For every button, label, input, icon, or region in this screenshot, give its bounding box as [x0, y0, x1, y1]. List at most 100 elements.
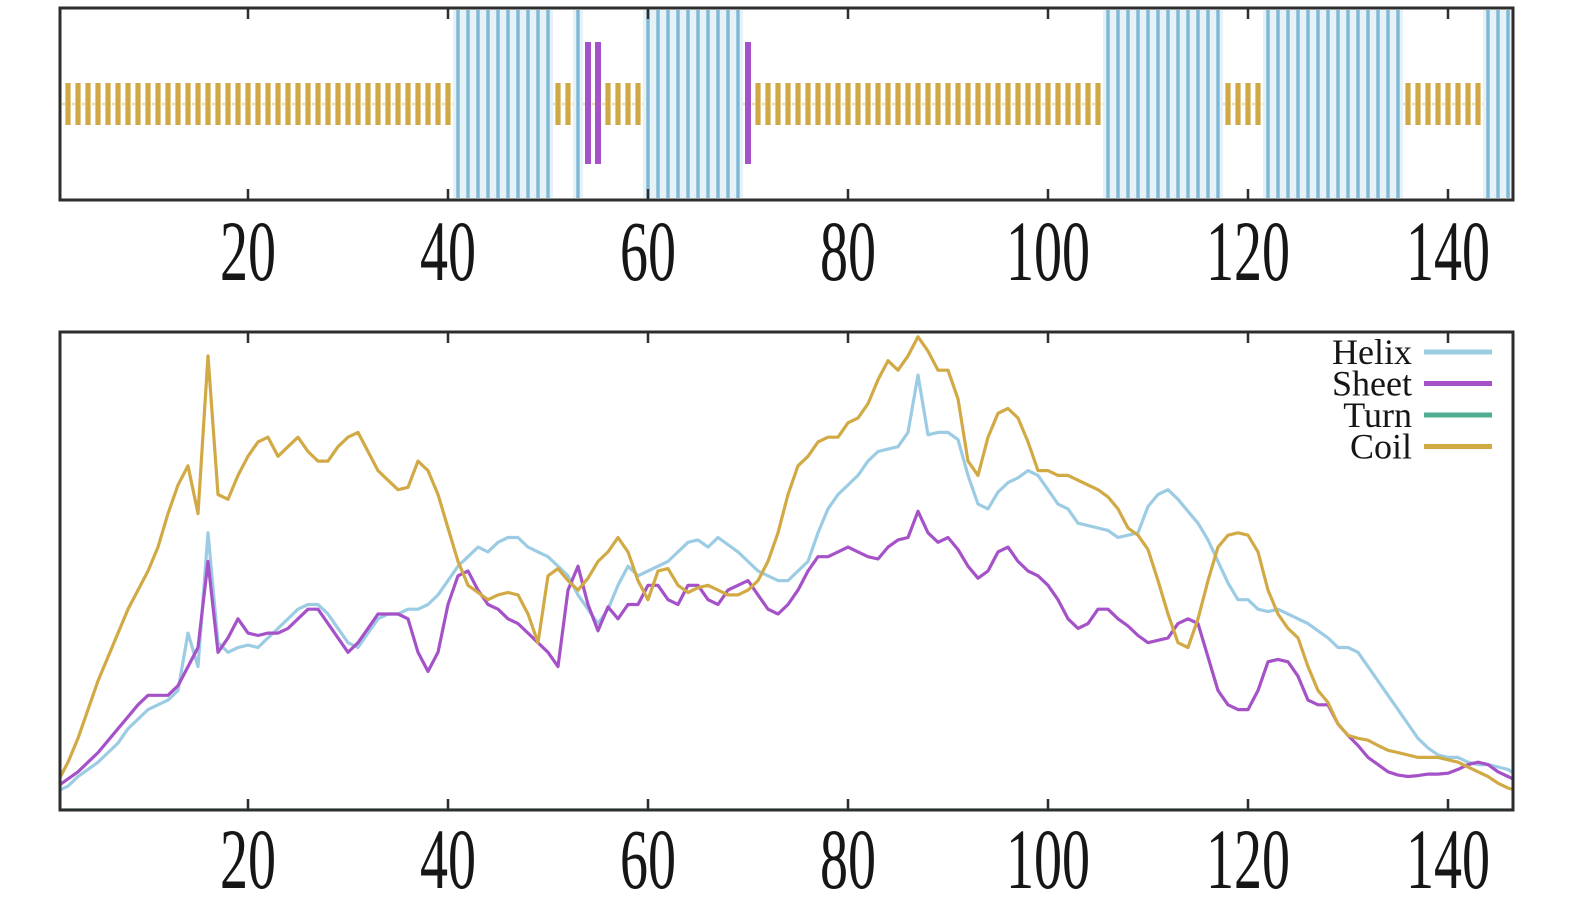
coil-bar	[175, 83, 181, 125]
coil-bar	[1065, 83, 1071, 125]
coil-bar	[1475, 83, 1481, 125]
coil-bar	[955, 83, 961, 125]
coil-bar	[755, 83, 761, 125]
x-tick-label: 80	[820, 811, 876, 903]
coil-bar	[135, 83, 141, 125]
x-tick-label: 120	[1206, 203, 1290, 299]
coil-line	[61, 335, 1512, 791]
coil-bar	[75, 83, 81, 125]
legend-label-turn: Turn	[1343, 395, 1412, 435]
legend-label-sheet: Sheet	[1332, 364, 1412, 404]
coil-bar	[265, 83, 271, 125]
coil-bar	[1255, 83, 1261, 125]
coil-bar	[205, 83, 211, 125]
coil-bar	[1465, 83, 1471, 125]
coil-bar	[435, 83, 441, 125]
coil-bar	[775, 83, 781, 125]
x-tick-label: 100	[1006, 811, 1090, 903]
coil-bar	[215, 83, 221, 125]
coil-bar	[235, 83, 241, 125]
x-tick-label: 20	[220, 811, 276, 903]
coil-bar	[405, 83, 411, 125]
coil-bar	[165, 83, 171, 125]
coil-bar	[885, 83, 891, 125]
coil-bar	[875, 83, 881, 125]
x-tick-label: 140	[1406, 811, 1490, 903]
coil-bar	[855, 83, 861, 125]
coil-bar	[995, 83, 1001, 125]
secondary-structure-track-panel: 20 40 60 80 100 120 140	[58, 6, 1515, 299]
coil-bar	[565, 83, 571, 125]
coil-bar	[195, 83, 201, 125]
coil-bar	[105, 83, 111, 125]
chart-x-ticks	[246, 332, 1450, 810]
coil-bar	[1085, 83, 1091, 125]
coil-bar	[1075, 83, 1081, 125]
coil-bar	[1235, 83, 1241, 125]
coil-bar	[765, 83, 771, 125]
coil-bar	[1005, 83, 1011, 125]
track-border	[58, 6, 1515, 202]
chart-x-tick-labels: 20 40 60 80 100 120 140	[220, 811, 1490, 903]
coil-bar	[1415, 83, 1421, 125]
coil-bar	[555, 83, 561, 125]
x-tick-label: 40	[420, 811, 476, 903]
coil-bar	[315, 83, 321, 125]
coil-bar	[915, 83, 921, 125]
coil-bar	[345, 83, 351, 125]
coil-bar	[275, 83, 281, 125]
x-tick-label: 60	[620, 811, 676, 903]
chart-border	[58, 330, 1515, 812]
coil-bar	[825, 83, 831, 125]
coil-bar	[1045, 83, 1051, 125]
coil-bar	[805, 83, 811, 125]
coil-bar	[395, 83, 401, 125]
coil-bar	[1455, 83, 1461, 125]
coil-bar	[965, 83, 971, 125]
coil-bar	[1095, 83, 1101, 125]
coil-bar	[425, 83, 431, 125]
coil-bar	[845, 83, 851, 125]
x-tick-label: 20	[220, 203, 276, 299]
coil-bar	[925, 83, 931, 125]
x-tick-label: 80	[820, 203, 876, 299]
sheet-line	[61, 509, 1512, 786]
coil-bar	[795, 83, 801, 125]
coil-bar	[1425, 83, 1431, 125]
coil-bar	[185, 83, 191, 125]
coil-bar	[985, 83, 991, 125]
coil-bar	[935, 83, 941, 125]
legend-label-helix: Helix	[1332, 332, 1412, 372]
coil-bar	[415, 83, 421, 125]
coil-bar	[325, 83, 331, 125]
coil-bar	[1245, 83, 1251, 125]
coil-bar	[835, 83, 841, 125]
coil-bar	[115, 83, 121, 125]
coil-bar	[635, 83, 641, 125]
coil-bar	[245, 83, 251, 125]
coil-bar	[1035, 83, 1041, 125]
helix-segment-underlay	[1263, 10, 1403, 198]
coil-bar	[945, 83, 951, 125]
coil-bar	[65, 83, 71, 125]
structure-track-content	[61, 9, 1512, 199]
coil-bar	[285, 83, 291, 125]
coil-bar	[1405, 83, 1411, 125]
coil-bar	[865, 83, 871, 125]
coil-bar	[385, 83, 391, 125]
coil-bar	[625, 83, 631, 125]
legend-label-coil: Coil	[1350, 427, 1412, 467]
x-tick-label: 60	[620, 203, 676, 299]
coil-bar	[815, 83, 821, 125]
coil-bar	[255, 83, 261, 125]
coil-bar	[1435, 83, 1441, 125]
coil-bar	[125, 83, 131, 125]
coil-bar	[905, 83, 911, 125]
coil-bar	[1445, 83, 1451, 125]
coil-bar	[445, 83, 451, 125]
coil-bar	[1225, 83, 1231, 125]
